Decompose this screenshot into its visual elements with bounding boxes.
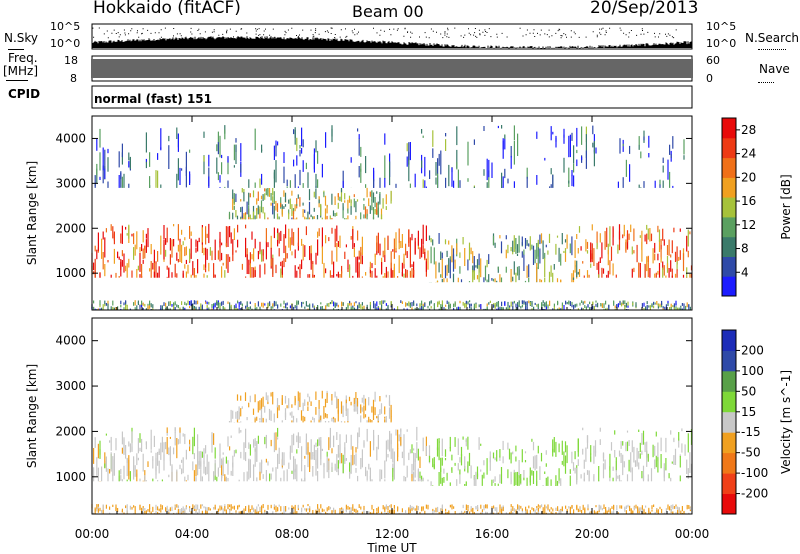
x-tick-label: 20:00 — [575, 527, 610, 541]
freq-label: Freq. — [8, 51, 38, 65]
noise-search-dots — [92, 27, 677, 39]
cpid-mode: normal (fast) 151 — [94, 92, 212, 106]
colorbar-segment — [722, 177, 736, 198]
colorbar-segment — [722, 411, 736, 433]
cpid-panel-frame — [91, 85, 693, 109]
nave-tick-top: 60 — [706, 54, 720, 67]
freq-trace — [91, 59, 693, 78]
colorbar-segment — [722, 350, 736, 372]
colorbar-label: Power [dB] — [779, 174, 793, 239]
station-title: Hokkaido (fitACF) — [93, 0, 241, 18]
noise-left-tick-top: 10^5 — [50, 20, 81, 33]
nave-label: Nave — [759, 62, 790, 76]
colorbar-label: Velocity [m s^-1] — [779, 370, 793, 474]
colorbar-segment — [722, 493, 736, 515]
colorbar-frame — [721, 329, 737, 515]
power-panel-frame — [91, 115, 693, 311]
x-tick-label: 12:00 — [375, 527, 410, 541]
colorbar-tick-label: 50 — [741, 384, 756, 398]
x-tick-label: 00:00 — [75, 527, 110, 541]
cpid-label: CPID — [8, 87, 41, 101]
y-tick-label: 1000 — [55, 266, 86, 280]
colorbar-tick-label: 20 — [741, 170, 756, 184]
noise-search-line — [758, 49, 786, 50]
y-tick-label: 4000 — [55, 334, 86, 348]
y-axis-label: Slant Range [km] — [25, 161, 39, 265]
x-axis-label: Time UT — [366, 541, 417, 554]
colorbar-segment — [722, 256, 736, 277]
colorbar-tick-label: 12 — [741, 218, 756, 232]
freq-unit: [MHz] — [3, 64, 39, 78]
colorbar-segment — [722, 197, 736, 218]
y-tick-label: 1000 — [55, 470, 86, 484]
freq-tick-top: 18 — [64, 54, 78, 67]
colorbar-segment — [722, 370, 736, 392]
y-tick-label: 2000 — [55, 424, 86, 438]
y-tick-label: 3000 — [55, 379, 86, 393]
y-axis-label: Slant Range [km] — [25, 364, 39, 468]
colorbar-segment — [722, 391, 736, 413]
x-tick-label: 08:00 — [275, 527, 310, 541]
colorbar-segment — [722, 432, 736, 454]
date-title: 20/Sep/2013 — [590, 0, 699, 18]
freq-line — [6, 80, 28, 81]
colorbar-tick-label: -100 — [741, 466, 768, 480]
colorbar-tick-label: -15 — [741, 425, 761, 439]
noise-search-label: N.Search — [745, 31, 800, 45]
y-tick-label: 2000 — [55, 221, 86, 235]
colorbar-segment — [722, 118, 736, 139]
colorbar-tick-label: -50 — [741, 446, 761, 460]
colorbar-segment — [722, 330, 736, 351]
colorbar-tick-label: 100 — [741, 364, 764, 378]
y-tick-label: 3000 — [55, 176, 86, 190]
velocity-panel-frame — [91, 317, 693, 515]
colorbar-segment — [722, 473, 736, 494]
colorbar-tick-label: 24 — [741, 147, 756, 161]
noise-right-tick-bottom: 10^0 — [706, 37, 737, 50]
noise-left-tick-bottom: 10^0 — [50, 37, 81, 50]
colorbar-frame — [721, 117, 737, 297]
colorbar-tick-label: 16 — [741, 194, 756, 208]
x-tick-label: 04:00 — [175, 527, 210, 541]
freq-tick-bottom: 8 — [70, 72, 77, 85]
colorbar-segment — [722, 157, 736, 178]
nave-line — [758, 82, 774, 83]
beam-title: Beam 00 — [352, 2, 424, 21]
x-tick-label: 00:00 — [675, 527, 710, 541]
noise-trace — [91, 36, 693, 49]
colorbar-tick-label: 28 — [741, 123, 756, 137]
colorbar-tick-label: 8 — [741, 242, 749, 256]
noise-sky-label: N.Sky — [4, 31, 39, 45]
colorbar-segment — [722, 276, 736, 297]
colorbar-tick-label: -200 — [741, 487, 768, 501]
noise-panel-frame — [91, 23, 693, 50]
nave-tick-bottom: 0 — [706, 72, 713, 85]
colorbar-tick-label: 15 — [741, 405, 756, 419]
colorbar-segment — [722, 216, 736, 238]
colorbar-segment — [722, 236, 736, 257]
noise-sky-line — [8, 49, 24, 50]
colorbar-tick-label: 200 — [741, 343, 764, 357]
colorbar-segment — [722, 452, 736, 474]
x-tick-label: 16:00 — [475, 527, 510, 541]
colorbar-tick-label: 4 — [741, 265, 749, 279]
y-tick-label: 4000 — [55, 131, 86, 145]
noise-right-tick-top: 10^5 — [706, 20, 737, 33]
colorbar-segment — [722, 137, 736, 159]
